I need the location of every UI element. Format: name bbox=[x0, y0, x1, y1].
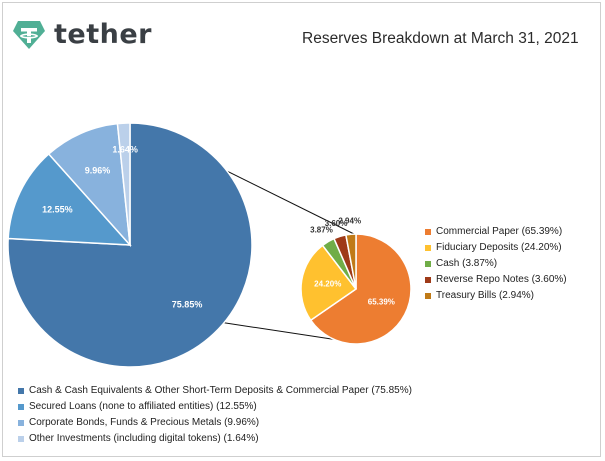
sub-pie-slice-4 bbox=[345, 233, 357, 290]
connector-line-1 bbox=[223, 322, 339, 341]
sub-legend-swatch-4 bbox=[425, 293, 431, 299]
main-legend-swatch-3 bbox=[18, 436, 24, 442]
main-legend: Cash & Cash Equivalents & Other Short-Te… bbox=[18, 383, 412, 447]
sub-legend-swatch-3 bbox=[425, 277, 431, 283]
sub-legend-label-3: Reverse Repo Notes (3.60%) bbox=[436, 274, 567, 285]
main-pie-slice-1 bbox=[7, 152, 132, 246]
sub-pie-slice-label-3: 3.60% bbox=[325, 219, 348, 228]
chart-title: Reserves Breakdown at March 31, 2021 bbox=[302, 30, 579, 47]
sub-pie-chart: 65.39% 24.20% 3.87%3.60%2.94% bbox=[300, 216, 412, 345]
sub-legend-item-4: Treasury Bills (2.94%) bbox=[425, 288, 567, 304]
main-pie-slice-label-0: 75.85% bbox=[172, 300, 203, 310]
chart-frame bbox=[2, 2, 601, 457]
sub-pie-slice-1 bbox=[300, 244, 358, 322]
sub-pie-slice-label-2: 3.87% bbox=[310, 226, 333, 235]
tether-logo-icon bbox=[13, 21, 45, 49]
main-pie-slice-label-1: 12.55% bbox=[42, 205, 73, 215]
sub-legend-swatch-1 bbox=[425, 245, 431, 251]
sub-legend-item-3: Reverse Repo Notes (3.60%) bbox=[425, 272, 567, 288]
main-legend-swatch-2 bbox=[18, 420, 24, 426]
main-legend-label-3: Other Investments (including digital tok… bbox=[29, 433, 259, 444]
sub-legend-item-1: Fiduciary Deposits (24.20%) bbox=[425, 240, 567, 256]
brand-logo: tether bbox=[12, 20, 152, 50]
sub-legend-label-2: Cash (3.87%) bbox=[436, 258, 498, 269]
sub-pie-slice-label-4: 2.94% bbox=[338, 216, 361, 225]
main-pie-slice-3 bbox=[116, 122, 131, 246]
main-legend-swatch-0 bbox=[18, 388, 24, 394]
main-legend-label-0: Cash & Cash Equivalents & Other Short-Te… bbox=[29, 385, 412, 396]
main-legend-label-1: Secured Loans (none to affiliated entiti… bbox=[29, 401, 257, 412]
sub-pie-slice-0 bbox=[309, 233, 412, 345]
sub-legend-swatch-2 bbox=[425, 261, 431, 267]
main-pie-slice-2 bbox=[47, 122, 131, 248]
sub-pie-slice-label-0: 65.39% bbox=[368, 297, 395, 306]
sub-legend: Commercial Paper (65.39%) Fiduciary Depos… bbox=[425, 224, 567, 304]
main-legend-swatch-1 bbox=[18, 404, 24, 410]
sub-legend-swatch-0 bbox=[425, 229, 431, 235]
main-legend-item-0: Cash & Cash Equivalents & Other Short-Te… bbox=[18, 383, 412, 399]
main-legend-label-2: Corporate Bonds, Funds & Precious Metals… bbox=[29, 417, 260, 428]
main-pie-chart: 75.85% 12.55% 9.96% 1.64% bbox=[7, 122, 253, 368]
sub-legend-label-0: Commercial Paper (65.39%) bbox=[436, 226, 563, 237]
sub-legend-label-4: Treasury Bills (2.94%) bbox=[436, 290, 534, 301]
main-pie-slice-label-2: 9.96% bbox=[85, 166, 111, 176]
main-pie-slice-label-3: 1.64% bbox=[112, 144, 138, 154]
sub-legend-item-2: Cash (3.87%) bbox=[425, 256, 567, 272]
main-legend-item-2: Corporate Bonds, Funds & Precious Metals… bbox=[18, 415, 412, 431]
sub-legend-label-1: Fiduciary Deposits (24.20%) bbox=[436, 242, 562, 253]
main-legend-item-1: Secured Loans (none to affiliated entiti… bbox=[18, 399, 412, 415]
sub-pie-slice-label-1: 24.20% bbox=[314, 280, 341, 289]
sub-legend-item-0: Commercial Paper (65.39%) bbox=[425, 224, 567, 240]
brand-name: tether bbox=[54, 19, 152, 50]
main-legend-item-3: Other Investments (including digital tok… bbox=[18, 431, 412, 447]
